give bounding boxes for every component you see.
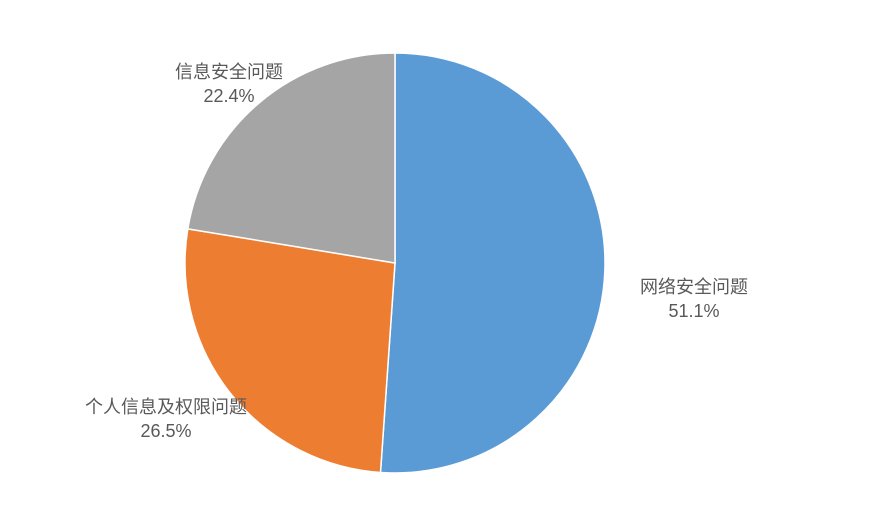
slice-label-0: 网络安全问题 51.1% — [640, 275, 748, 324]
slice-label-percent: 26.5% — [85, 419, 247, 443]
slice-label-text: 网络安全问题 — [640, 275, 748, 299]
pie-slice-0 — [380, 53, 605, 473]
slice-label-percent: 22.4% — [175, 84, 283, 108]
slice-label-percent: 51.1% — [640, 299, 748, 323]
slice-label-2: 信息安全问题 22.4% — [175, 60, 283, 109]
pie-chart-container: 网络安全问题 51.1% 个人信息及权限问题 26.5% 信息安全问题 22.4… — [0, 0, 881, 516]
slice-label-text: 信息安全问题 — [175, 60, 283, 84]
slice-label-text: 个人信息及权限问题 — [85, 395, 247, 419]
slice-label-1: 个人信息及权限问题 26.5% — [85, 395, 247, 444]
